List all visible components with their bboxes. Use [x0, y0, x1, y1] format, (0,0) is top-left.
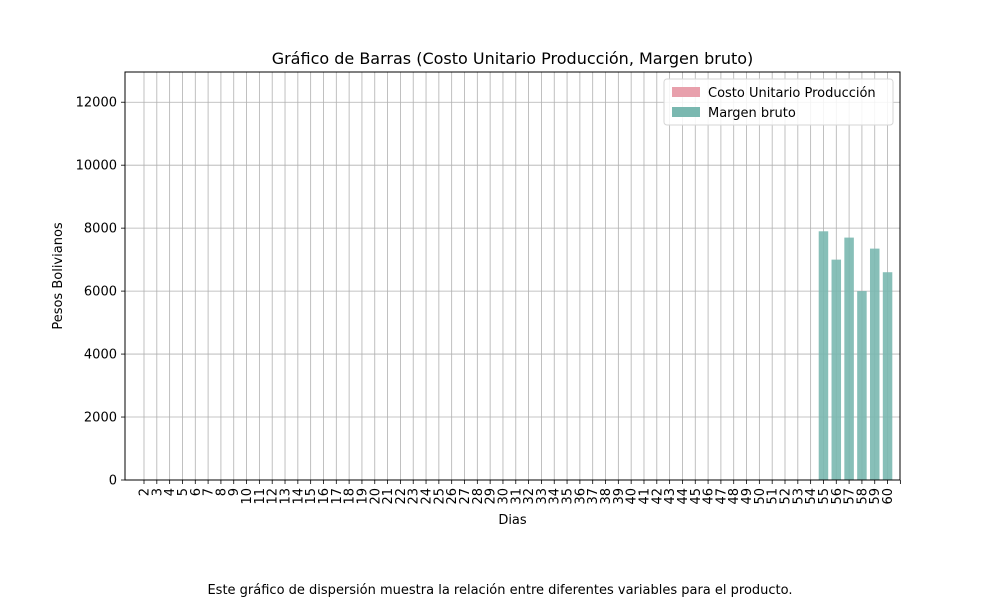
x-tick-label: 16	[317, 488, 332, 505]
y-tick-label: 8000	[84, 222, 117, 237]
x-tick-label: 14	[291, 488, 306, 505]
bar-margen	[844, 237, 854, 480]
x-axis-label: Dias	[498, 513, 527, 528]
x-tick-label: 47	[714, 488, 729, 505]
x-tick-label: 34	[548, 488, 563, 505]
x-tick-label: 35	[561, 488, 576, 505]
y-tick-label: 12000	[76, 96, 117, 111]
x-tick-label: 4	[163, 488, 178, 496]
x-tick-label: 6	[189, 488, 204, 496]
x-tick-label: 60	[881, 488, 896, 505]
legend-swatch	[672, 87, 700, 97]
x-tick-label: 29	[484, 488, 499, 505]
legend-label: Costo Unitario Producción	[708, 86, 876, 101]
x-tick-label: 57	[843, 488, 858, 505]
x-tick-label: 39	[612, 488, 627, 505]
x-tick-label: 2	[138, 488, 153, 496]
y-tick-label: 4000	[84, 348, 117, 363]
x-tick-label: 17	[330, 488, 345, 505]
x-tick-label: 46	[702, 488, 717, 505]
x-tick-label: 52	[779, 488, 794, 505]
x-tick-label: 12	[266, 488, 281, 505]
x-tick-label: 48	[727, 488, 742, 505]
bar-margen	[869, 248, 880, 480]
x-tick-label: 22	[394, 488, 409, 505]
bar-margen	[882, 272, 893, 480]
x-tick-label: 30	[496, 488, 511, 505]
x-tick-label: 32	[522, 488, 537, 505]
x-tick-label: 11	[253, 488, 268, 505]
x-tick-label: 41	[637, 488, 652, 505]
y-tick-label: 2000	[84, 411, 117, 426]
x-tick-label: 3	[150, 488, 165, 496]
x-tick-label: 37	[586, 488, 601, 505]
x-tick-label: 45	[689, 488, 704, 505]
y-tick-label: 6000	[84, 285, 117, 300]
x-tick-label: 24	[420, 488, 435, 505]
x-tick-label: 55	[817, 488, 832, 505]
x-tick-label: 10	[240, 488, 255, 505]
chart-title: Gráfico de Barras (Costo Unitario Produc…	[272, 49, 754, 68]
x-tick-label: 25	[432, 488, 447, 505]
x-tick-label: 28	[471, 488, 486, 505]
x-tick-label: 21	[381, 488, 396, 505]
x-tick-label: 20	[368, 488, 383, 505]
x-tick-label: 43	[663, 488, 678, 505]
x-tick-label: 26	[445, 488, 460, 505]
x-tick-label: 13	[279, 488, 294, 505]
legend-label: Margen bruto	[708, 106, 796, 121]
x-tick-label: 36	[573, 488, 588, 505]
legend-box	[663, 78, 894, 126]
plot-area	[125, 72, 900, 480]
x-tick-label: 54	[804, 488, 819, 505]
y-tick-label: 10000	[76, 159, 117, 174]
x-tick-label: 18	[343, 488, 358, 505]
bar-margen	[857, 291, 867, 480]
x-tick-label: 40	[625, 488, 640, 505]
x-tick-label: 44	[676, 488, 691, 505]
x-tick-label: 42	[650, 488, 665, 505]
x-tick-label: 8	[214, 488, 229, 496]
x-tick-label: 56	[830, 488, 845, 505]
x-tick-label: 38	[599, 488, 614, 505]
x-tick-label: 49	[740, 488, 755, 505]
y-axis-label: Pesos Bolivianos	[51, 222, 66, 330]
axes-frame	[124, 71, 901, 481]
x-tick-label: 27	[458, 488, 473, 505]
x-tick-label: 7	[202, 488, 217, 496]
x-tick-label: 5	[176, 488, 191, 496]
legend-swatch	[672, 107, 700, 117]
x-tick-label: 58	[855, 488, 870, 505]
bar-margen	[831, 259, 842, 480]
x-tick-label: 53	[791, 488, 806, 505]
x-tick-label: 15	[304, 488, 319, 505]
x-tick-label: 31	[509, 488, 524, 505]
chart-caption: Este gráfico de dispersión muestra la re…	[207, 583, 793, 598]
x-tick-label: 33	[535, 488, 550, 505]
x-tick-label: 51	[766, 488, 781, 505]
x-tick-label: 19	[355, 488, 370, 505]
x-tick-label: 59	[868, 488, 883, 505]
bar-margen	[818, 231, 829, 480]
x-tick-label: 50	[753, 488, 768, 505]
x-tick-label: 9	[227, 488, 242, 496]
y-tick-label: 0	[109, 474, 117, 489]
x-tick-label: 23	[407, 488, 422, 505]
